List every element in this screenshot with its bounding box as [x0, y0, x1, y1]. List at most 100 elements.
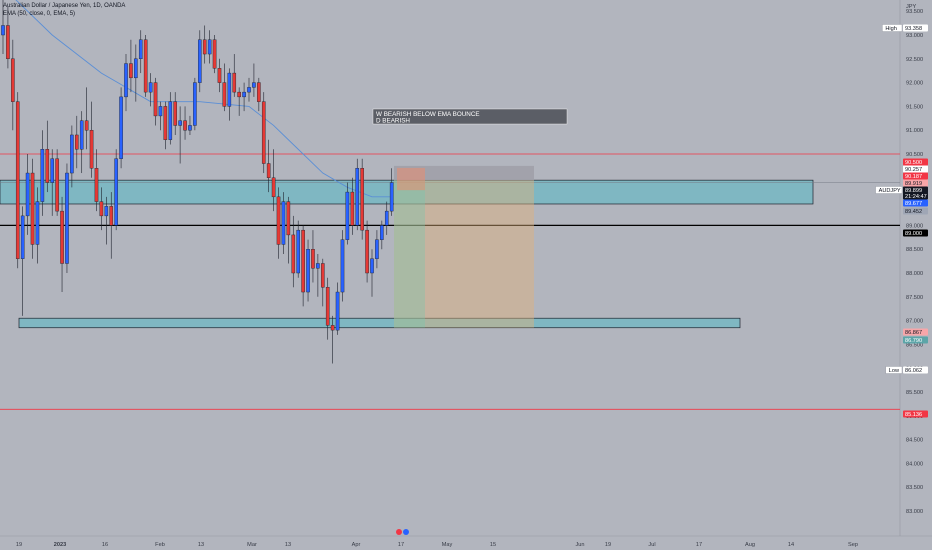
candle-body	[257, 82, 261, 102]
price-tag	[903, 229, 928, 237]
candle-body	[202, 39, 207, 55]
take-profit-box	[394, 180, 534, 328]
y-tick-label: 92.500	[906, 57, 923, 63]
candle-body	[335, 291, 340, 331]
x-tick-label: Jul	[648, 542, 655, 548]
candle-body	[188, 125, 192, 131]
candle-body	[340, 239, 345, 293]
candle-body	[350, 191, 355, 226]
candle-body	[330, 325, 335, 331]
price-tag-value: 90.187	[905, 174, 922, 180]
event-marker-icon	[396, 529, 402, 535]
candle-body	[183, 120, 187, 131]
candle-body	[311, 248, 315, 269]
candle-body	[384, 210, 389, 226]
price-tag	[903, 179, 928, 187]
candle-body	[360, 168, 364, 231]
x-tick-label: 15	[490, 542, 496, 548]
candle-body	[217, 68, 222, 83]
price-tag-value: 90.257	[905, 167, 922, 173]
candle-body	[247, 87, 251, 93]
y-tick-label: 91.000	[906, 128, 923, 134]
y-tick-label: 91.500	[906, 104, 923, 110]
candle-body	[74, 134, 79, 150]
flag-marker-icon	[403, 529, 409, 535]
axis-unit-label: JPY	[906, 4, 917, 10]
candle-body	[306, 248, 310, 293]
candle-body	[271, 177, 276, 198]
candle-body	[281, 201, 286, 245]
y-tick-label: 84.500	[906, 438, 923, 444]
ema-indicator-label[interactable]: EMA (50, close, 0, EMA, 5)	[3, 11, 76, 17]
price-tag-label: Low	[889, 368, 900, 374]
candle-body	[261, 101, 266, 164]
candle-body	[104, 206, 109, 217]
x-tick-label: Sep	[848, 542, 858, 548]
price-tag-value: 93.358	[905, 26, 922, 32]
price-tag	[903, 24, 928, 32]
price-tag-value: 90.500	[905, 160, 922, 166]
candle-body	[252, 82, 256, 88]
price-tag-value: 85.136	[905, 412, 922, 418]
price-tag-value: 89.899	[905, 188, 922, 194]
candle-body	[30, 172, 35, 245]
candle-body	[25, 172, 30, 217]
ema50-line	[15, 0, 392, 198]
candle-body	[134, 58, 138, 79]
candle-body	[138, 39, 143, 59]
y-tick-label: 87.000	[906, 319, 923, 325]
x-tick-label: Jun	[575, 542, 584, 548]
candle-body	[301, 229, 305, 293]
price-tag	[903, 192, 928, 200]
candle-body	[266, 163, 271, 179]
candle-body	[45, 149, 50, 183]
x-tick-label: May	[442, 542, 453, 548]
candle-body	[375, 239, 379, 259]
candle-body	[158, 106, 163, 117]
candle-body	[237, 91, 241, 98]
price-tag-value: 89.452	[905, 209, 922, 215]
price-tag-label-box	[882, 24, 903, 32]
price-tag	[903, 366, 928, 374]
candle-body	[94, 168, 99, 202]
price-tag	[903, 336, 928, 344]
candle-body	[50, 158, 54, 183]
annotation-box	[372, 108, 568, 125]
candle-body	[65, 172, 69, 264]
candle-body	[124, 63, 128, 98]
candle-body	[119, 96, 123, 159]
price-tag-label: AUDJPY	[879, 188, 901, 194]
candle-body	[70, 134, 74, 174]
candle-body	[55, 158, 59, 212]
candle-body	[389, 182, 394, 212]
candle-body	[212, 39, 217, 69]
price-tag	[903, 328, 928, 336]
x-tick-label: 2023	[54, 542, 66, 548]
candle-body	[1, 25, 5, 36]
candle-body	[232, 72, 237, 93]
candle-body	[380, 225, 384, 240]
y-tick-label: 93.500	[906, 9, 923, 15]
candle-body	[197, 39, 202, 83]
candle-body	[321, 263, 325, 288]
price-tag	[903, 410, 928, 418]
price-tag-value: 86.062	[905, 368, 922, 374]
candle-body	[291, 234, 296, 274]
candle-body	[6, 25, 10, 59]
filled-loss-box	[397, 167, 425, 191]
candle-body	[84, 120, 89, 131]
support-zone	[18, 317, 741, 329]
price-tag-value: 89.000	[905, 231, 922, 237]
candle-body	[227, 72, 232, 107]
candle-body	[276, 196, 281, 245]
y-tick-label: 86.500	[906, 342, 923, 348]
candle-body	[114, 158, 118, 226]
price-tag-value: 89.919	[905, 181, 922, 187]
y-tick-label: 85.500	[906, 390, 923, 396]
candle-body	[345, 191, 350, 240]
x-tick-label: 19	[605, 542, 611, 548]
price-tag	[903, 207, 928, 215]
candle-body	[168, 101, 173, 140]
